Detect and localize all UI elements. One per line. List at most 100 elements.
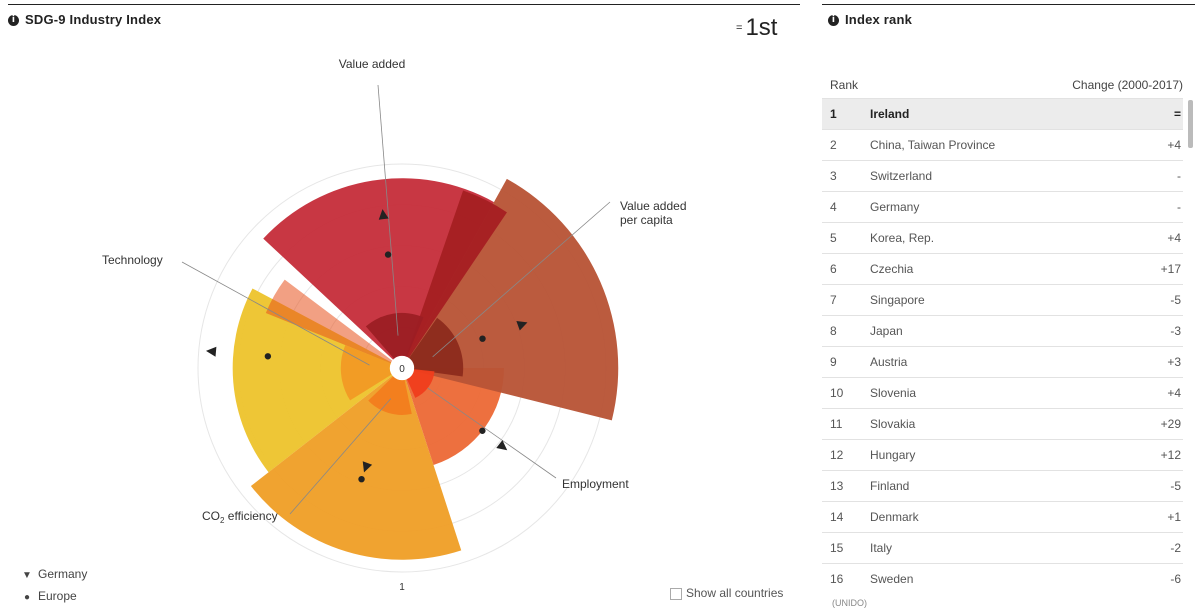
table-row[interactable]: 15 Italy -2 (822, 532, 1183, 563)
country-cell: Hungary (870, 448, 916, 462)
rank-panel-title-text: Index rank (845, 12, 913, 27)
label-co2-efficiency: CO2 efficiency (202, 509, 278, 525)
leader-line-3 (289, 398, 392, 515)
legend-germany[interactable]: ▼ Germany (20, 567, 87, 581)
germany-marker-2 (496, 440, 508, 451)
change-cell: +29 (1160, 417, 1181, 431)
rank-cell: 3 (830, 169, 837, 183)
category-labels: 0 1 Value added Value added per capita Employ… (102, 57, 687, 590)
table-row[interactable]: 8 Japan -3 (822, 315, 1183, 346)
table-row[interactable]: 16 Sweden -6 (822, 563, 1183, 594)
data-wedges (232, 178, 619, 560)
country-cell: Switzerland (870, 169, 933, 183)
country-cell: Italy (870, 541, 893, 555)
inner-wedge-1 (409, 317, 464, 377)
table-row[interactable]: 2 China, Taiwan Province +4 (822, 129, 1183, 160)
table-row[interactable]: 5 Korea, Rep. +4 (822, 222, 1183, 253)
wedge-0 (263, 178, 494, 360)
rank-cell: 16 (830, 572, 844, 586)
panel-title: i SDG-9 Industry Index (8, 12, 161, 27)
rank-cell: 10 (830, 386, 844, 400)
change-cell: - (1177, 169, 1181, 183)
table-row[interactable]: 10 Slovenia +4 (822, 377, 1183, 408)
table-row[interactable]: 4 Germany - (822, 191, 1183, 222)
change-cell: +4 (1167, 231, 1181, 245)
change-cell: -5 (1170, 479, 1181, 493)
europe-marker-3 (358, 475, 365, 483)
wedge-3 (250, 375, 462, 560)
show-all-countries[interactable]: Show all countries (670, 586, 783, 600)
table-row[interactable]: 11 Slovakia +29 (822, 408, 1183, 439)
label-value-added-per-capita: Value added per capita (620, 199, 687, 227)
dot-icon: ● (23, 592, 31, 603)
europe-marker-1 (479, 335, 486, 342)
country-cell: Ireland (870, 107, 910, 121)
index-rank-panel: i Index rank Rank Change (2000-2017) 1 Ire… (822, 0, 1195, 609)
change-cell: - (1177, 200, 1181, 214)
show-all-label: Show all countries (686, 586, 784, 600)
triangle-icon: ▼ (22, 570, 32, 581)
change-cell: -3 (1170, 324, 1181, 338)
table-row[interactable]: 9 Austria +3 (822, 346, 1183, 377)
rank-cell: 11 (830, 417, 843, 431)
europe-marker-4 (264, 353, 272, 360)
legend-label: Germany (38, 567, 88, 581)
rank-cell: 5 (830, 231, 837, 245)
info-icon[interactable]: i (828, 15, 839, 27)
rank-cell: 1 (830, 107, 837, 121)
rank-cell: 14 (830, 510, 844, 524)
europe-marker-0 (384, 251, 392, 258)
country-cell: Korea, Rep. (870, 231, 935, 245)
legend-label: Europe (38, 589, 77, 603)
country-cell: Singapore (870, 293, 925, 307)
scale-label-zero: 0 (399, 364, 405, 375)
table-row[interactable]: 7 Singapore -5 (822, 284, 1183, 315)
panel-title-text: SDG-9 Industry Index (25, 12, 162, 27)
country-cell: Germany (870, 200, 920, 214)
checkbox[interactable] (670, 587, 682, 600)
rank-cell: 12 (830, 448, 844, 462)
comparison-markers (205, 209, 528, 483)
col-change[interactable]: Change (2000-2017) (1072, 78, 1183, 92)
radial-chart: 0 1 Value added Value added per capita Employ… (102, 57, 687, 590)
rank-table: 1 Ireland = 2 China, Taiwan Province +4 3 Switz… (822, 98, 1183, 594)
top-rule (8, 4, 800, 5)
rank-cell: 13 (830, 479, 844, 493)
leader-line-2 (427, 387, 557, 479)
inner-wedge-3 (368, 376, 412, 415)
scale-label-one: 1 (399, 582, 405, 590)
col-rank[interactable]: Rank (830, 78, 859, 92)
info-icon[interactable]: i (8, 15, 19, 27)
top-rule (822, 4, 1195, 5)
wedge-4 (232, 288, 393, 473)
change-cell: -6 (1170, 572, 1181, 586)
inner-wedge-4 (340, 345, 392, 401)
legend-europe[interactable]: ● Europe (20, 589, 77, 603)
wedge-accent-value-added (405, 190, 507, 358)
table-row[interactable]: 13 Finland -5 (822, 470, 1183, 501)
sdg9-panel: i SDG-9 Industry Index = 1st 0 1 Value added… (8, 4, 800, 603)
source-label: (UNIDO) (832, 598, 867, 608)
rank-cell: 2 (830, 138, 837, 152)
table-row[interactable]: 14 Denmark +1 (822, 501, 1183, 532)
rank-cell: 4 (830, 200, 837, 214)
country-cell: Finland (870, 479, 910, 493)
germany-marker-3 (362, 461, 373, 473)
table-row[interactable]: 12 Hungary +12 (822, 439, 1183, 470)
change-cell: +4 (1167, 138, 1181, 152)
country-cell: Sweden (870, 572, 914, 586)
rank-cell: 8 (830, 324, 837, 338)
wedge-accent-technology (265, 279, 393, 364)
wedge-2 (405, 368, 504, 466)
rank-panel-title: i Index rank (828, 12, 912, 27)
table-row[interactable]: 3 Switzerland - (822, 160, 1183, 191)
country-cell: China, Taiwan Province (870, 138, 996, 152)
change-cell: +12 (1160, 448, 1181, 462)
leader-line-0 (377, 84, 399, 336)
inner-wedge-0 (365, 312, 424, 359)
table-row[interactable]: 6 Czechia +17 (822, 253, 1183, 284)
scrollbar[interactable] (1188, 100, 1193, 148)
rank-value: 1st (745, 14, 778, 41)
change-cell: +4 (1167, 386, 1181, 400)
table-row[interactable]: 1 Ireland = (822, 98, 1183, 129)
